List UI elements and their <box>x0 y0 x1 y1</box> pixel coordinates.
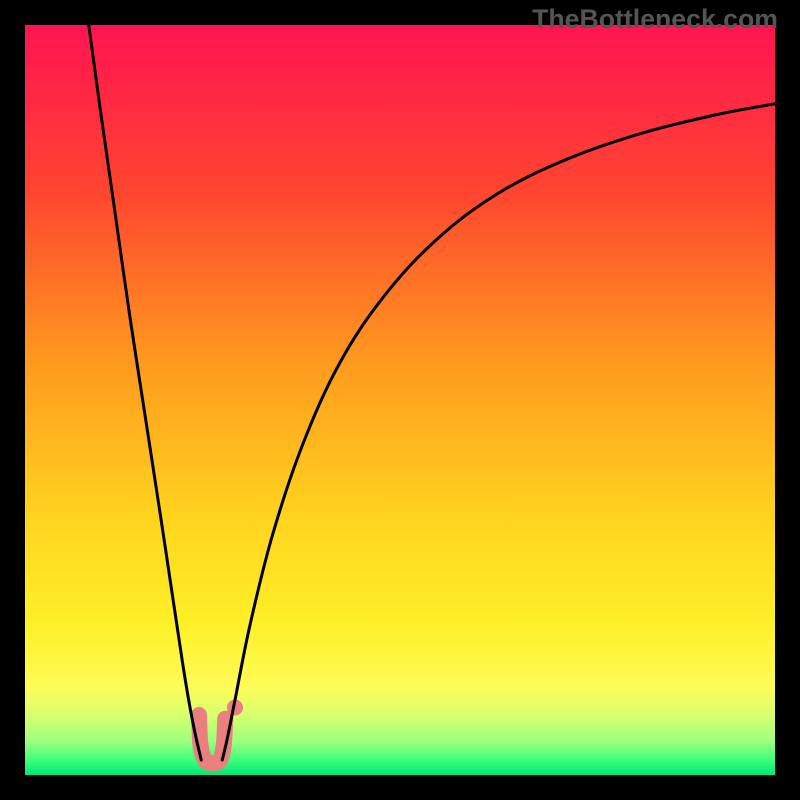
bottleneck-curve-chart <box>25 25 775 775</box>
watermark-text: TheBottleneck.com <box>532 4 778 35</box>
canvas-root: TheBottleneck.com <box>0 0 800 800</box>
chart-background <box>25 25 775 775</box>
plot-frame <box>25 25 775 775</box>
